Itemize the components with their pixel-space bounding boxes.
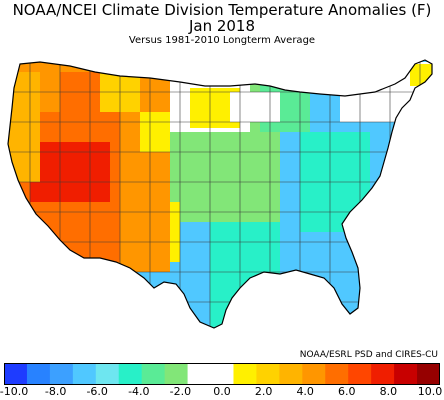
legend-swatch	[325, 363, 349, 385]
legend-swatch	[4, 363, 28, 385]
legend-tick-label: -4.0	[128, 385, 150, 398]
legend-tick-label: -6.0	[86, 385, 108, 398]
legend-swatch	[49, 363, 74, 385]
legend-swatch	[417, 363, 440, 385]
legend-swatch	[26, 363, 51, 385]
legend-outline	[4, 363, 440, 385]
field-nevada-utah	[30, 142, 110, 202]
legend-swatch	[394, 363, 418, 385]
legend-tick-label: -8.0	[44, 385, 67, 398]
map-title: NOAA/NCEI Climate Division Temperature A…	[12, 1, 432, 19]
field-texas	[210, 222, 280, 328]
legend-tick-label: 6.0	[338, 385, 356, 398]
legend-tick-label: 10.0	[417, 385, 443, 398]
legend-ticks: -10.0 -8.0 -6.0 -4.0 -2.0 0.0 2.0 4.0 6.0 8.0 10.0	[0, 385, 444, 399]
legend-tick-label: -10.0	[0, 385, 29, 398]
anomaly-field	[8, 60, 432, 328]
legend-swatch	[302, 363, 326, 385]
legend-swatch	[233, 363, 257, 385]
legend-tick-label: 4.0	[296, 385, 314, 398]
legend-swatch	[187, 363, 212, 385]
legend-swatch	[371, 363, 395, 385]
field-coast	[8, 72, 40, 182]
map-period: Jan 2018	[188, 17, 256, 35]
field-wyoming	[140, 112, 170, 152]
us-anomaly-map	[7, 59, 433, 329]
legend-swatch	[279, 363, 303, 385]
color-legend	[4, 363, 440, 385]
data-credit: NOAA/ESRL PSD and CIRES-CU	[299, 350, 438, 360]
legend-swatch	[95, 363, 120, 385]
legend-tick-label: 0.0	[213, 385, 231, 398]
legend-swatch	[118, 363, 143, 385]
map-subtitle: Versus 1981-2010 Longterm Average	[128, 35, 316, 46]
legend-swatch	[256, 363, 280, 385]
legend-tick-label: -2.0	[169, 385, 192, 398]
field-great-lakes	[230, 92, 280, 122]
legend-swatch	[72, 363, 97, 385]
legend-tick-label: 8.0	[379, 385, 398, 398]
legend-swatch	[210, 363, 234, 385]
legend-swatch	[164, 363, 189, 385]
legend-tick-label: 2.0	[254, 385, 273, 398]
legend-swatch	[348, 363, 372, 385]
legend-swatch	[141, 363, 166, 385]
